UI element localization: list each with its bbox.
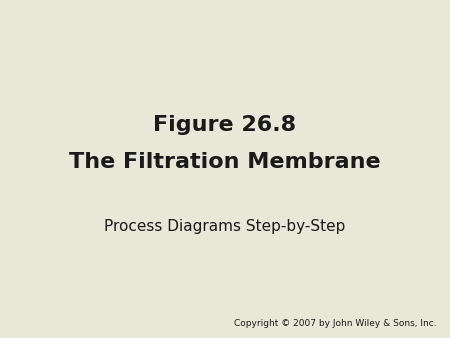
Text: Copyright © 2007 by John Wiley & Sons, Inc.: Copyright © 2007 by John Wiley & Sons, I… [234,319,436,328]
Text: Process Diagrams Step-by-Step: Process Diagrams Step-by-Step [104,219,346,234]
Text: Figure 26.8: Figure 26.8 [153,115,297,135]
Text: The Filtration Membrane: The Filtration Membrane [69,152,381,172]
